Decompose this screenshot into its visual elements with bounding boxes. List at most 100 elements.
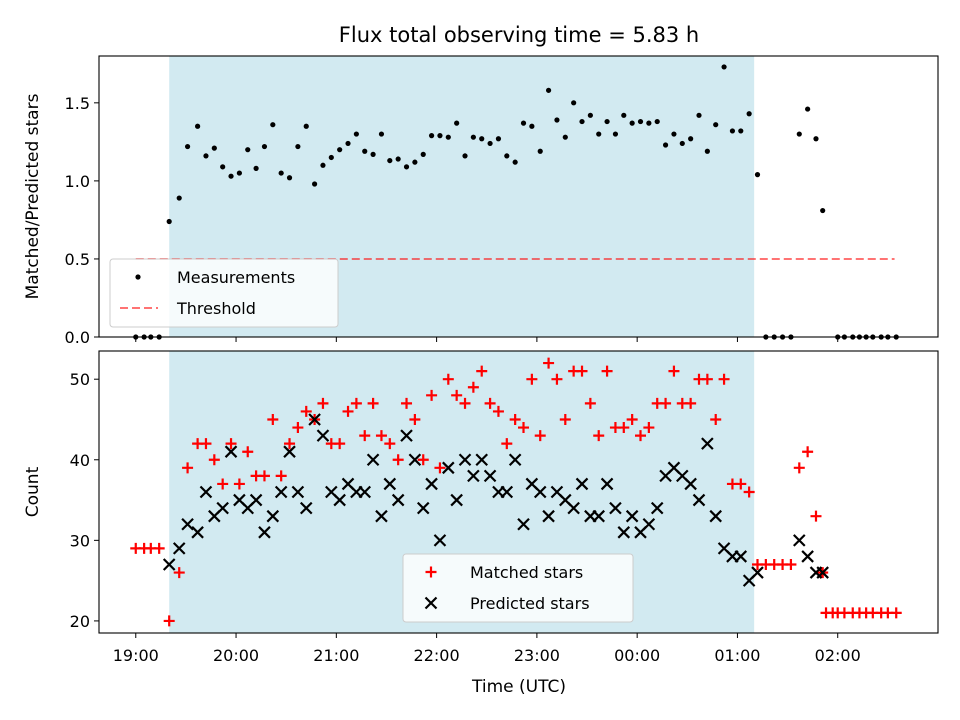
matched-star-point bbox=[467, 381, 479, 393]
measurement-point bbox=[362, 148, 368, 154]
matched-star-point bbox=[284, 438, 296, 450]
measurement-point bbox=[704, 148, 710, 154]
measurement-point bbox=[796, 131, 802, 137]
measurement-point bbox=[295, 143, 301, 150]
matched-star-point bbox=[426, 389, 438, 401]
top-panel: 0.0 0.5 1.0 1.5 Matched/Predicted stars Measu… bbox=[23, 55, 939, 347]
measurement-point bbox=[387, 157, 393, 164]
predicted-star-point bbox=[291, 485, 305, 499]
measurement-point bbox=[337, 147, 343, 153]
predicted-star-point bbox=[442, 461, 455, 475]
predicted-star-point bbox=[400, 429, 413, 442]
matched-star-point bbox=[384, 438, 396, 450]
measurement-point bbox=[353, 131, 359, 137]
measurement-point bbox=[403, 164, 410, 170]
matched-star-point bbox=[300, 405, 312, 417]
measurement-point bbox=[604, 118, 610, 125]
measurement-point bbox=[166, 218, 172, 225]
predicted-star-point bbox=[316, 429, 330, 442]
predicted-star-point bbox=[358, 485, 372, 499]
axes-frame bbox=[98, 350, 939, 634]
predicted-star-point bbox=[249, 493, 263, 507]
predicted-star-point bbox=[366, 453, 380, 467]
measurement-point bbox=[529, 123, 535, 129]
measurement-point bbox=[184, 143, 191, 150]
predicted-star-point bbox=[162, 558, 176, 571]
y-tick-label: 20 bbox=[70, 612, 90, 631]
predicted-star-point bbox=[751, 566, 764, 579]
measurement-point bbox=[520, 120, 527, 126]
x-tick-label: 02:00 bbox=[815, 646, 861, 665]
measurement-point bbox=[428, 133, 435, 139]
matched-star-point bbox=[451, 389, 463, 401]
measurement-point bbox=[437, 133, 443, 139]
matched-star-point bbox=[350, 397, 362, 409]
matched-star-point bbox=[375, 430, 387, 442]
measurement-point bbox=[253, 165, 259, 171]
measurement-point bbox=[328, 154, 334, 161]
measurement-point bbox=[270, 122, 276, 128]
predicted-star-point bbox=[617, 526, 631, 539]
measurement-point bbox=[245, 147, 251, 153]
matched-star-point bbox=[182, 462, 194, 474]
predicted-star-point bbox=[408, 453, 422, 467]
matched-star-point bbox=[593, 430, 605, 442]
predicted-star-point bbox=[258, 526, 271, 539]
measurement-point bbox=[176, 195, 182, 201]
matched-star-point bbox=[267, 413, 279, 425]
measurement-point bbox=[462, 153, 468, 159]
measurement-point bbox=[713, 122, 719, 128]
matched-star-point bbox=[660, 397, 672, 409]
predicted-star-point bbox=[816, 566, 829, 579]
matched-star-point bbox=[576, 365, 588, 377]
measurement-point bbox=[579, 118, 585, 125]
matched-star-point bbox=[802, 446, 814, 458]
predicted-star-point bbox=[684, 477, 697, 491]
measurement-point bbox=[612, 131, 619, 137]
measurement-point bbox=[487, 140, 493, 147]
measurement-point bbox=[303, 123, 309, 129]
measurement-point bbox=[596, 131, 602, 137]
matched-star-point bbox=[543, 357, 555, 369]
predicted-star-point bbox=[793, 534, 806, 547]
matched-star-point bbox=[785, 559, 797, 571]
predicted-star-point bbox=[609, 501, 622, 515]
measurement-point bbox=[587, 112, 593, 118]
predicted-star-point bbox=[483, 469, 497, 483]
measurement-point bbox=[654, 118, 660, 125]
x-axis-label: Time (UTC) bbox=[471, 677, 566, 697]
measurement-point bbox=[662, 142, 669, 148]
matched-star-point bbox=[334, 438, 346, 450]
measurement-point bbox=[696, 112, 702, 118]
matched-star-point bbox=[518, 422, 530, 434]
predicted-star-point bbox=[283, 445, 296, 458]
matched-star-point bbox=[618, 422, 630, 434]
matched-star-point bbox=[551, 373, 563, 385]
predicted-star-point bbox=[500, 485, 514, 499]
matched-star-point bbox=[685, 397, 697, 409]
matched-star-point bbox=[417, 454, 429, 466]
predicted-star-point bbox=[600, 477, 614, 491]
legend-box bbox=[402, 553, 634, 623]
measurement-point bbox=[345, 140, 351, 147]
predicted-star-point bbox=[734, 550, 748, 563]
matched-star-point bbox=[359, 430, 371, 442]
predicted-star-point bbox=[181, 517, 194, 531]
matched-star-point bbox=[743, 486, 755, 498]
predicted-star-point bbox=[433, 534, 447, 547]
predicted-star-point bbox=[308, 413, 321, 426]
matched-star-point bbox=[367, 397, 379, 409]
predicted-star-point bbox=[575, 477, 589, 491]
measurement-point bbox=[286, 175, 293, 181]
measurement-point bbox=[820, 207, 826, 214]
predicted-star-point bbox=[650, 501, 664, 515]
y-axis-label: Count bbox=[23, 466, 43, 517]
matched-star-point bbox=[501, 438, 513, 450]
measurement-point bbox=[445, 134, 451, 140]
matched-star-point bbox=[459, 397, 471, 409]
matched-star-point bbox=[317, 397, 329, 409]
measurement-point bbox=[412, 159, 418, 165]
predicted-star-point bbox=[383, 477, 397, 491]
predicted-star-point bbox=[475, 453, 489, 467]
matched-star-point bbox=[484, 397, 496, 409]
